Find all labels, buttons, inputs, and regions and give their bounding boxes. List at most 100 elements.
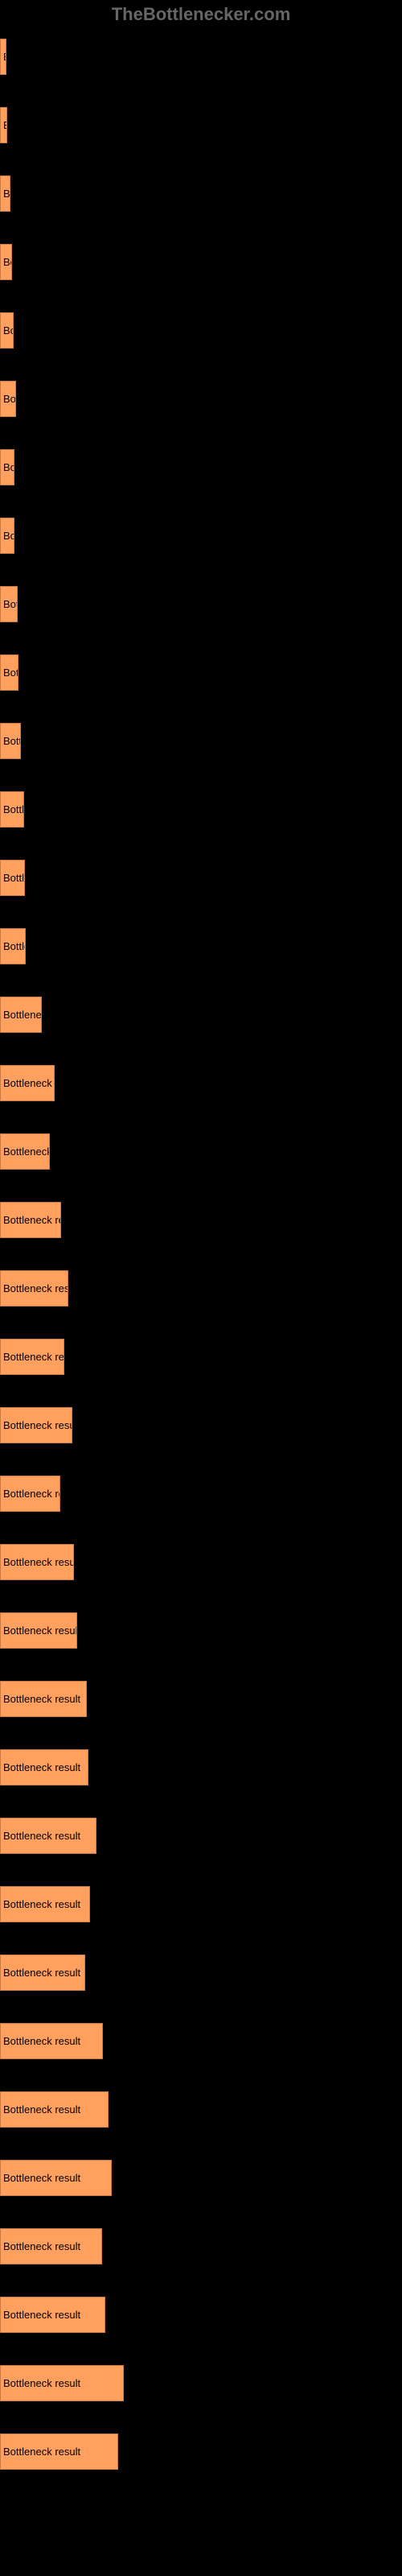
bar: Bot	[0, 381, 16, 417]
bar: Bottleneck result	[0, 2297, 105, 2333]
bar-label: Bottleneck result	[3, 2240, 80, 2252]
bar: Bot	[0, 654, 18, 691]
bar-label: Bottleneck resul	[3, 1214, 61, 1226]
bar: Bottle	[0, 860, 25, 896]
watermark-text: TheBottlenecker.com	[112, 4, 291, 25]
bar: Bottle	[0, 791, 24, 828]
bar: Bottleneck result	[0, 1544, 74, 1580]
bar-label: Bottleneck result	[3, 2446, 80, 2458]
bar: Bottleneck result	[0, 1681, 87, 1717]
bar-row: B	[0, 93, 402, 157]
bar-label: Bottleneck res	[3, 1077, 55, 1089]
bar-label: Bottleneck result	[3, 1282, 68, 1294]
bar-row: Bo	[0, 229, 402, 294]
bar-row: Bottleneck result	[0, 1735, 402, 1799]
bar-label: Bottleneck result	[3, 1967, 80, 1979]
bar: Bottleneck r	[0, 1133, 50, 1170]
bar-row: Bottleneck res	[0, 1461, 402, 1525]
bar-row: Bo	[0, 298, 402, 362]
bar: Bottleneck resul	[0, 1339, 64, 1375]
bar-row: Bottleneck result	[0, 1598, 402, 1662]
bar: Bottleneck res	[0, 1476, 60, 1512]
bar-label: Bottleneck result	[3, 1761, 80, 1773]
bar-row: Bottleneck r	[0, 1119, 402, 1183]
bar-label: Bo	[3, 530, 14, 542]
bar-label: Bottle	[3, 803, 24, 815]
bar-label: Bottleneck r	[3, 1146, 50, 1158]
bar-row: Bottleneck resul	[0, 1324, 402, 1389]
bar-label: B	[3, 119, 7, 131]
bar: Bo	[0, 312, 14, 349]
bar-label: Bottleneck resul	[3, 1351, 64, 1363]
bar-row: Bo	[0, 161, 402, 225]
bar-row: Bottle	[0, 845, 402, 910]
bar: Bo	[0, 175, 10, 212]
bar-label: Bo	[3, 256, 12, 268]
bar-label: Bottleneck result	[3, 2172, 80, 2184]
bar-row: Bottleneck result	[0, 1803, 402, 1868]
bar-label: Bot	[3, 598, 18, 610]
bar-row: Bottleneck result	[0, 2419, 402, 2483]
bar-row: Bottle	[0, 914, 402, 978]
bar-row: Bot	[0, 366, 402, 431]
bar-label: Bot	[3, 393, 16, 405]
bar: B	[0, 107, 7, 143]
bar-row: Bottleneck result	[0, 2214, 402, 2278]
bar-label: Bottleneck result	[3, 1556, 74, 1568]
bar-label: Bottleneck result	[3, 1693, 80, 1705]
bar-label: Bottleneck result	[3, 2377, 80, 2389]
bar: Bottleneck result	[0, 2023, 103, 2059]
bar-row: Bottleneck result	[0, 2282, 402, 2347]
bar: Bottleneck res	[0, 1065, 55, 1101]
bar-row: Bot	[0, 640, 402, 704]
bar-row: Bottleneck result	[0, 2008, 402, 2073]
bar-label: Bottleneck res	[3, 1488, 60, 1500]
bar: Bottleneck resul	[0, 1202, 61, 1238]
bar: Bottleneck result	[0, 1270, 68, 1307]
bar: Bot	[0, 586, 18, 622]
bar: Bottleneck result	[0, 1749, 88, 1785]
bar: Bottleneck result	[0, 2365, 124, 2401]
bar-label: Bo	[3, 188, 10, 200]
bar-row: Bottleneck result	[0, 1530, 402, 1594]
bar-label: Bottleneck result	[3, 1419, 72, 1431]
bar-row: Bottleneck result	[0, 1666, 402, 1731]
bar-label: Bott	[3, 735, 21, 747]
bar: Bo	[0, 244, 12, 280]
bar-chart: B B Bo Bo Bo Bot Bo Bo Bot Bot Bott Bottle Bottle Bot…	[0, 0, 402, 2504]
bar-label: Bottle	[3, 940, 26, 952]
bar-label: Bo	[3, 461, 14, 473]
bar-row: Bottleneck result	[0, 1872, 402, 1936]
bar-label: Bottleneck result	[3, 1624, 77, 1637]
bar-row: Bo	[0, 503, 402, 568]
bar-label: Bottleneck result	[3, 2103, 80, 2116]
bar-row: Bottle	[0, 777, 402, 841]
bar: Bottleneck result	[0, 1818, 96, 1854]
bar-row: Bottleneck result	[0, 2145, 402, 2210]
bar: Bo	[0, 449, 14, 485]
bar-row: Bottleneck result	[0, 1393, 402, 1457]
bar: Bottleneck result	[0, 2091, 109, 2128]
bar-row: Bo	[0, 435, 402, 499]
bar: Bottleneck result	[0, 1886, 90, 1922]
bar-row: Bot	[0, 572, 402, 636]
bar-label: Bottle	[3, 872, 25, 884]
bar-label: Bottleneck result	[3, 1898, 80, 1910]
bar-label: B	[3, 51, 6, 63]
bar: Bottleneck	[0, 997, 42, 1033]
bar: Bottleneck result	[0, 2228, 102, 2264]
bar: Bottleneck result	[0, 1612, 77, 1649]
bar-row: Bottleneck res	[0, 1051, 402, 1115]
bar-row: Bottleneck result	[0, 2351, 402, 2415]
bar: Bottleneck result	[0, 1955, 85, 1991]
bar-label: Bottleneck result	[3, 2035, 80, 2047]
bar: Bottleneck result	[0, 1407, 72, 1443]
bar-row: B	[0, 24, 402, 89]
bar: Bo	[0, 518, 14, 554]
bar-label: Bottleneck	[3, 1009, 42, 1021]
bar-label: Bottleneck result	[3, 2309, 80, 2321]
bar-row: Bottleneck result	[0, 2077, 402, 2141]
bar-label: Bottleneck result	[3, 1830, 80, 1842]
bar: Bottleneck result	[0, 2160, 112, 2196]
bar-label: Bo	[3, 324, 14, 336]
